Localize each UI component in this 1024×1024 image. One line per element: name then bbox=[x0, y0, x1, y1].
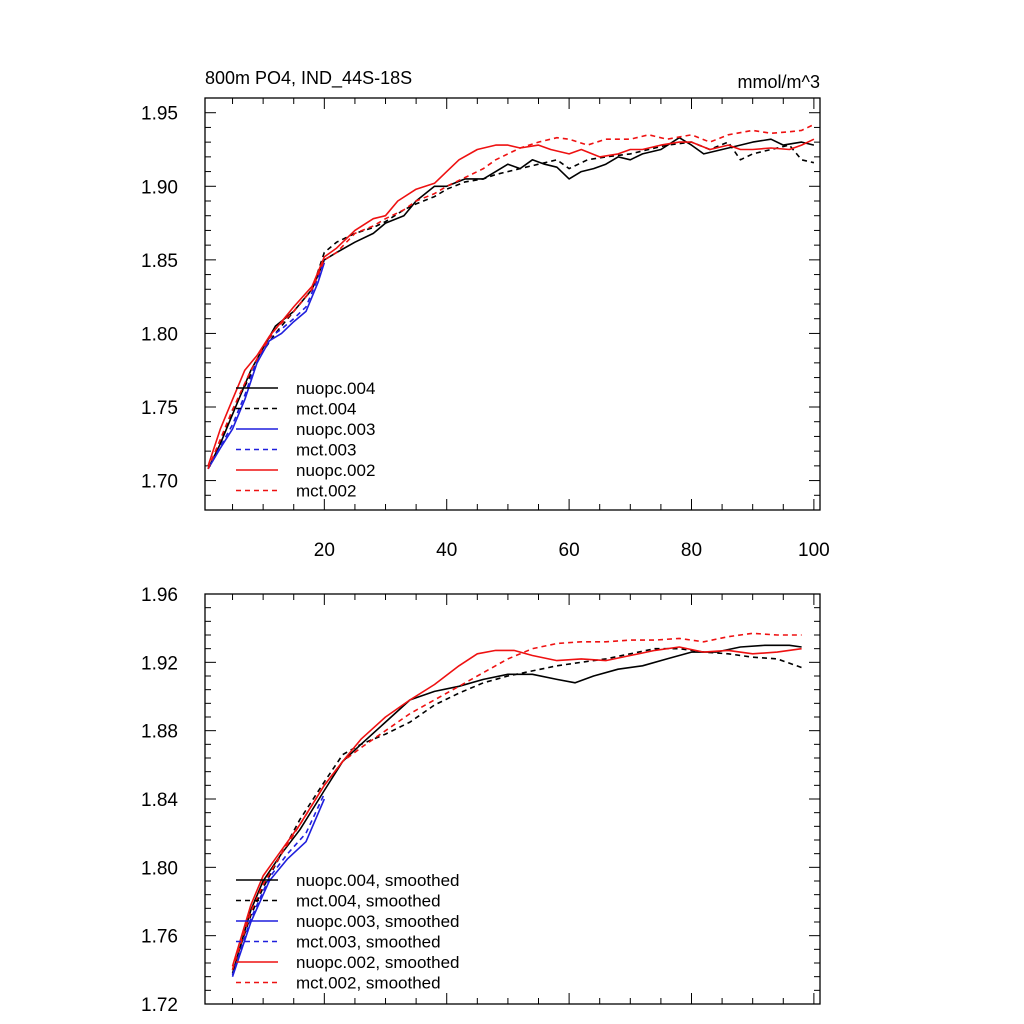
series-line-mct-003-smoothed bbox=[231, 793, 326, 976]
top-plot-marks: 20 40 60 80 100 1.70 1.75 1.80 1.85 1.90 1.95 nuopc… bbox=[141, 97, 830, 561]
legend-label: nuopc.002 bbox=[296, 461, 375, 480]
y-tick-label: 1.80 bbox=[141, 324, 178, 345]
legend-label: mct.004, smoothed bbox=[296, 892, 441, 911]
chart-title: 800m PO4, IND_44S-18S bbox=[205, 68, 412, 89]
legend-label: nuopc.003, smoothed bbox=[296, 912, 460, 931]
series-line-mct-002-smoothed bbox=[231, 632, 802, 971]
x-tick-label: 60 bbox=[559, 540, 580, 561]
y-tick-label: 1.70 bbox=[141, 472, 178, 493]
y-tick-label: 1.75 bbox=[141, 398, 178, 419]
series-line-nuopc-002 bbox=[207, 138, 815, 467]
bottom-plot-marks: 1.72 1.76 1.80 1.84 1.88 1.92 1.96 nuopc.004, s… bbox=[141, 585, 821, 1016]
y-tick-label: 1.92 bbox=[141, 653, 178, 674]
y-tick-label: 1.85 bbox=[141, 251, 178, 272]
y-tick-label: 1.72 bbox=[141, 995, 178, 1016]
x-tick-label: 20 bbox=[314, 540, 335, 561]
series-line-mct-002 bbox=[207, 123, 815, 470]
series-line-nuopc-002-smoothed bbox=[231, 646, 802, 967]
legend-label: mct.002, smoothed bbox=[296, 974, 441, 993]
y-tick-label: 1.88 bbox=[141, 722, 178, 743]
y-tick-label: 1.96 bbox=[141, 585, 178, 606]
units-label: mmol/m^3 bbox=[738, 72, 820, 92]
x-tick-label: 40 bbox=[436, 540, 457, 561]
legend-label: mct.002 bbox=[296, 482, 356, 501]
y-tick-label: 1.84 bbox=[141, 790, 178, 811]
legend-label: mct.003 bbox=[296, 441, 356, 460]
bottom-panel: 1.72 1.76 1.80 1.84 1.88 1.92 1.96 nuopc.004, s… bbox=[141, 585, 821, 1016]
legend-label: nuopc.003 bbox=[296, 420, 375, 439]
y-tick-label: 1.90 bbox=[141, 177, 178, 198]
series-line-nuopc-003-smoothed bbox=[231, 798, 326, 977]
legend-label: mct.003, smoothed bbox=[296, 933, 441, 952]
legend-label: nuopc.002, smoothed bbox=[296, 953, 460, 972]
series-line-nuopc-003 bbox=[207, 262, 326, 470]
legend-label: nuopc.004 bbox=[296, 379, 375, 398]
legend-label: nuopc.004, smoothed bbox=[296, 871, 460, 890]
legend-label: mct.004 bbox=[296, 400, 356, 419]
y-tick-label: 1.95 bbox=[141, 104, 178, 125]
top-panel: 800m PO4, IND_44S-18S mmol/m^3 20 40 60 80 1… bbox=[141, 68, 830, 561]
x-tick-label: 100 bbox=[798, 540, 830, 561]
y-tick-label: 1.80 bbox=[141, 858, 178, 879]
x-tick-label: 80 bbox=[681, 540, 702, 561]
y-tick-label: 1.76 bbox=[141, 927, 178, 948]
